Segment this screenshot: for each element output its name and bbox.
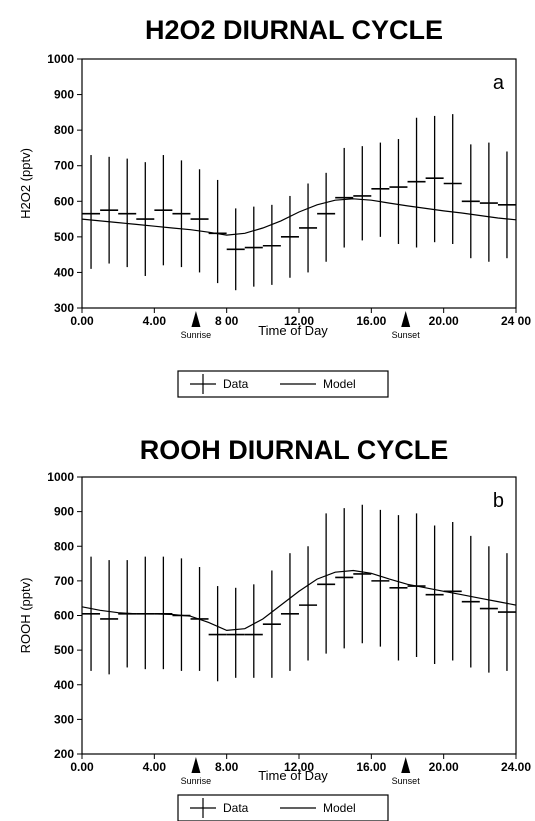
panel-b-x-tick-label-16: 16.00: [356, 760, 386, 774]
panel-b-y-tick-label-900: 900: [54, 505, 74, 519]
panel-a-y-tick-label-400: 400: [54, 265, 74, 279]
panel-b-x-tick-label-8: 8.00: [215, 760, 239, 774]
panel-b-plot-frame: [81, 476, 517, 755]
panel-a-x-tick-label-8: 8 00: [215, 314, 239, 328]
panel-a-marker-label-sunset: Sunset: [392, 330, 421, 340]
panel-a-y-tick-label-700: 700: [54, 159, 74, 173]
panel-b-x-axis-label: Time of Day: [258, 768, 328, 783]
panel-b-y-tick-label-800: 800: [54, 539, 74, 553]
panel-a-y-tick-label-500: 500: [54, 230, 74, 244]
panel-b-marker-arrow-sunset: [401, 757, 411, 773]
panel-a-chart-title: H2O2 DIURNAL CYCLE: [145, 15, 443, 45]
panel-a-x-tick-label-12: 12.00: [284, 314, 314, 328]
panel-b-marker-arrow-sunrise: [191, 757, 201, 773]
panel-b-legend-label-model: Model: [323, 801, 356, 815]
panel-a-y-tick-label-1000: 1000: [47, 52, 74, 66]
panel-b-y-tick-label-700: 700: [54, 574, 74, 588]
panel-a-marker-arrow-sunset: [401, 311, 411, 327]
panel-a-marker-arrow-sunrise: [191, 311, 201, 327]
panel-b-y-tick-label-300: 300: [54, 712, 74, 726]
panel-a-legend-label-model: Model: [323, 377, 356, 391]
panel-a-panel-letter: a: [493, 72, 505, 94]
panel-a-x-tick-label-24: 24 00: [501, 314, 531, 328]
panel-b-marker-label-sunrise: Sunrise: [181, 776, 212, 786]
panel-b-chart-title: ROOH DIURNAL CYCLE: [140, 435, 449, 465]
panel-b-legend-label-data: Data: [223, 801, 249, 815]
panel-a-y-tick-label-600: 600: [54, 194, 74, 208]
panel-b-x-tick-label-20: 20.00: [429, 760, 459, 774]
panel-a-marker-label-sunrise: Sunrise: [181, 330, 212, 340]
panel-b-y-tick-label-200: 200: [54, 747, 74, 761]
panel-a-legend-label-data: Data: [223, 377, 249, 391]
panel-a-y-axis-label: H2O2 (pptv): [18, 148, 33, 219]
panel-b-panel-letter: b: [493, 490, 504, 512]
panel-b-y-tick-label-600: 600: [54, 609, 74, 623]
panel-a-y-tick-label-900: 900: [54, 88, 74, 102]
panel-a-x-tick-label-0: 0.00: [70, 314, 94, 328]
panel-a-y-tick-label-300: 300: [54, 301, 74, 315]
panel-a-model-line: [81, 198, 517, 236]
panel-b-y-tick-label-500: 500: [54, 643, 74, 657]
panel-b-x-tick-label-0: 0.00: [70, 760, 94, 774]
panel-a-x-tick-label-4: 4.00: [143, 314, 167, 328]
panel-a-x-tick-label-20: 20.00: [429, 314, 459, 328]
panel-a-x-tick-label-16: 16.00: [356, 314, 386, 328]
panel-a-x-axis-label: Time of Day: [258, 323, 328, 338]
panel-b-x-tick-label-24: 24.00: [501, 760, 531, 774]
panel-b-y-axis-label: ROOH (pptv): [18, 578, 33, 654]
panel-b-x-tick-label-4: 4.00: [143, 760, 167, 774]
panel-b-y-tick-label-400: 400: [54, 678, 74, 692]
panel-b-y-tick-label-1000: 1000: [47, 470, 74, 484]
panel-b-marker-label-sunset: Sunset: [392, 776, 421, 786]
panel-b-x-tick-label-12: 12.00: [284, 760, 314, 774]
panel-b-model-line: [81, 569, 517, 632]
panel-a-y-tick-label-800: 800: [54, 123, 74, 137]
